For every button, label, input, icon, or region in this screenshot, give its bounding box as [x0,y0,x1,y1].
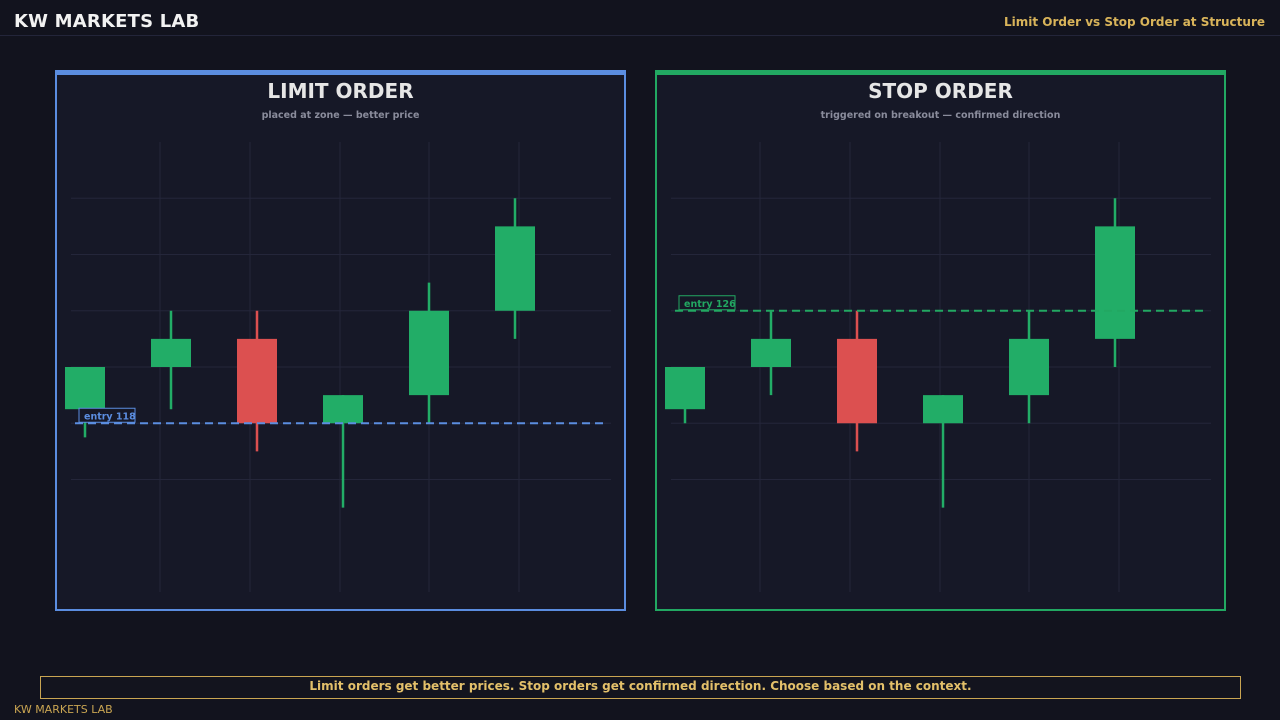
candle-body [151,338,191,367]
page-subtitle: Limit Order vs Stop Order at Structure [1003,15,1265,29]
candle-4 [323,395,363,508]
candle-3 [237,310,277,452]
panel-accent-bar [55,70,626,75]
candle-1 [665,367,705,424]
limit-order-panel: entry 118 LIMIT ORDER placed at zone — b… [55,70,626,611]
stop-order-panel: entry 126 STOP ORDER triggered on breako… [655,70,1226,611]
candle-3 [837,310,877,452]
limit-order-title: LIMIT ORDER [267,79,414,103]
candle-6 [1095,198,1135,367]
candle-body [409,310,449,396]
takeaway-note: Limit orders get better prices. Stop ord… [40,676,1241,699]
entry-label-box [678,295,736,311]
candle-body [751,338,791,367]
candle-body [323,395,363,424]
stop-order-title: STOP ORDER [868,79,1013,103]
candle-5 [1009,310,1049,424]
candle-1 [65,367,105,438]
brand-title: KW MARKETS LAB [14,11,200,32]
stop-order-subtitle: triggered on breakout — confirmed direct… [820,110,1061,121]
candle-5 [409,282,449,424]
panel-accent-bar [655,70,1226,75]
candle-body [237,338,277,424]
entry-label: entry 126 [684,299,736,310]
candle-body [923,395,963,424]
candle-body [1009,338,1049,396]
top-bar: KW MARKETS LAB Limit Order vs Stop Order… [0,0,1280,36]
footer-brand: KW MARKETS LAB [14,703,113,716]
stop-order-chart: entry 126 [655,70,1226,611]
candle-2 [151,310,191,410]
candle-2 [751,310,791,396]
entry-label-box [78,407,136,423]
candle-body [65,367,105,410]
limit-order-chart: entry 118 [55,70,626,611]
candle-body [495,226,535,311]
candle-body [1095,226,1135,339]
entry-label: entry 118 [84,411,136,422]
limit-order-subtitle: placed at zone — better price [261,110,420,121]
candle-6 [495,198,535,339]
candle-body [837,338,877,424]
candle-body [665,367,705,410]
candle-4 [923,395,963,508]
